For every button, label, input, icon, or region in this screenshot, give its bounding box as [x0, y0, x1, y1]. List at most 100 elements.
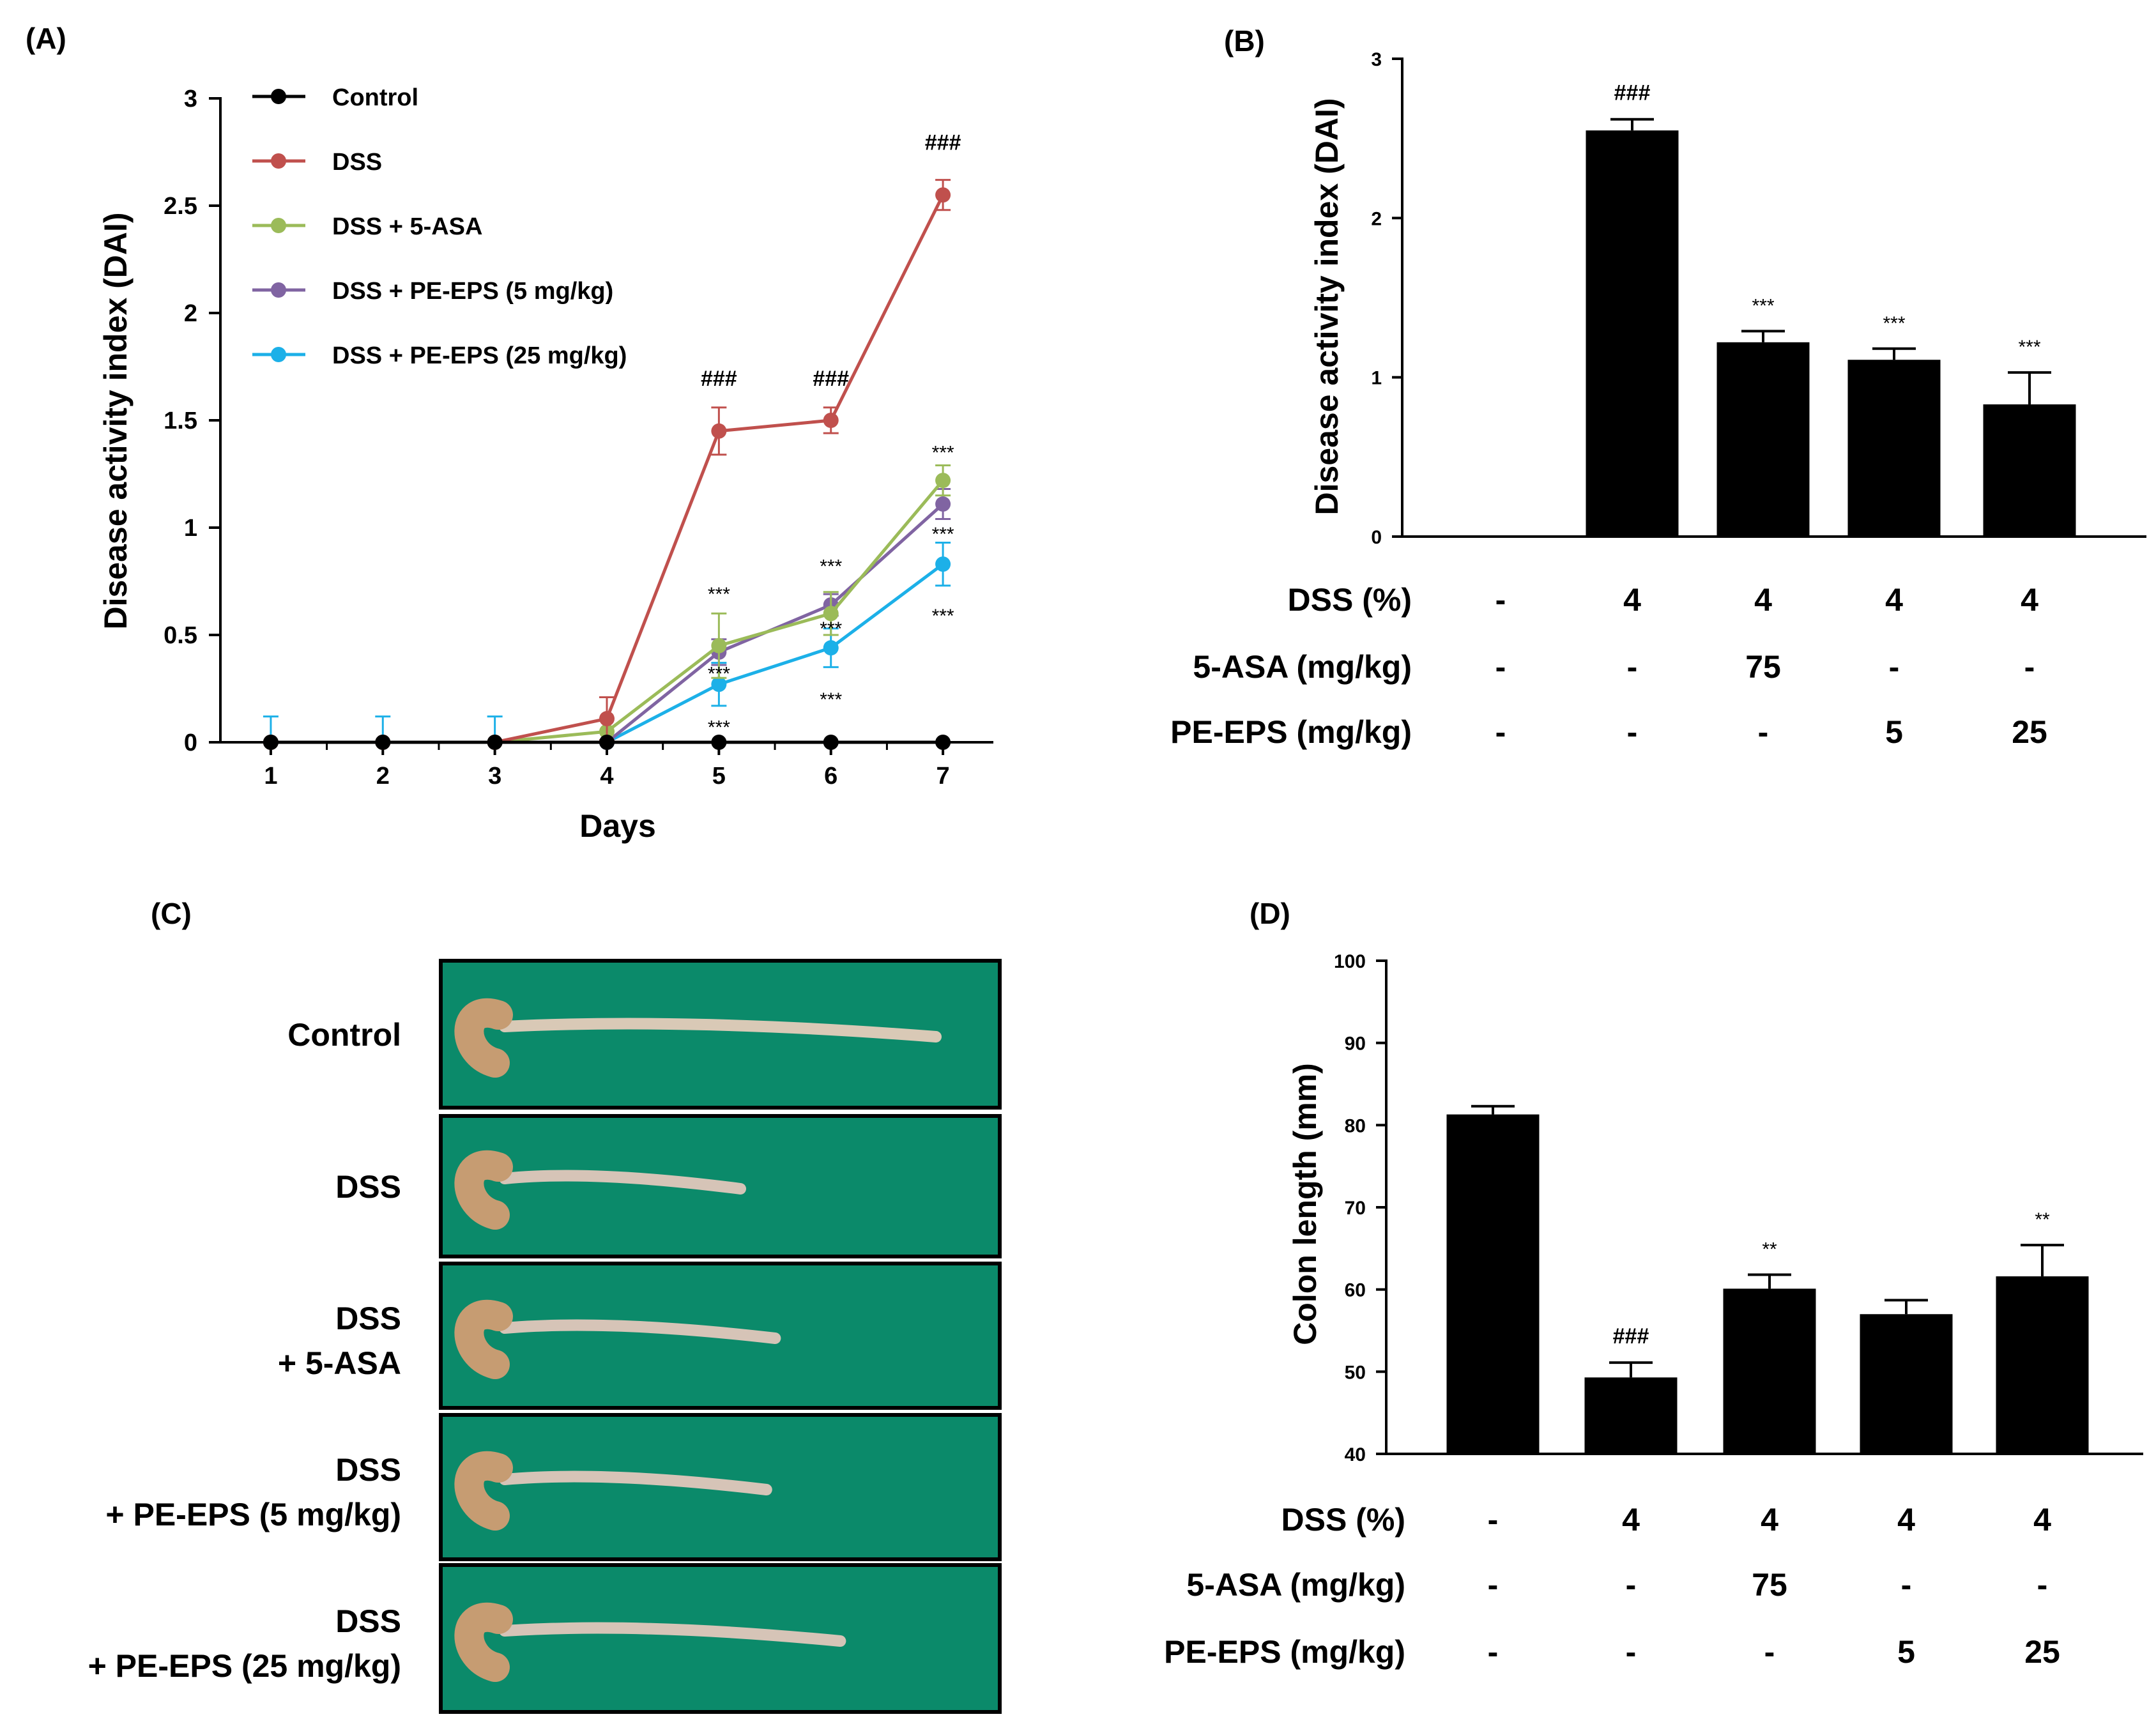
panel-a-series-0	[263, 735, 951, 750]
panel-a-data-point	[711, 735, 727, 750]
panel-b-bar	[1847, 360, 1941, 537]
panel-a-significance-star: ***	[820, 556, 842, 577]
panel-label-d: (D)	[1250, 897, 1290, 930]
legend-label: Control	[332, 84, 418, 111]
panel-b-bar	[1716, 342, 1810, 537]
photo-label: DSS	[335, 1603, 401, 1639]
panel-a-series-1	[263, 179, 951, 750]
colon-tissue	[499, 1470, 772, 1495]
panel-a-data-point	[935, 556, 951, 572]
panel-d-bar	[1860, 1314, 1953, 1454]
legend-label: DSS	[332, 149, 382, 176]
panel-d-bar	[1996, 1276, 2089, 1454]
colon-tissue	[499, 1018, 942, 1042]
panel-a-x-tick-label: 4	[600, 763, 613, 790]
legend-swatch-marker	[271, 89, 286, 104]
panel-b-table-cell: -	[1495, 582, 1506, 618]
panel-a-significance-hash: ###	[701, 367, 737, 391]
colon-photo: Control	[287, 959, 1002, 1110]
cecum	[454, 1602, 513, 1682]
panel-d-table-cell: -	[1626, 1634, 1637, 1670]
panel-a-significance-star: ***	[932, 606, 954, 627]
panel-a-significance-star: ***	[708, 664, 730, 685]
panel-d-significance: ###	[1613, 1324, 1649, 1348]
panel-b-y-tick-label: 0	[1371, 527, 1382, 548]
panel-d-table-cell: -	[1626, 1567, 1637, 1603]
panel-a-significance-star: ***	[820, 618, 842, 639]
panel-d-table-row-label: 5-ASA (mg/kg)	[1186, 1567, 1405, 1603]
colon-photo: DSS + PE-EPS (5 mg/kg)	[105, 1413, 1002, 1561]
panel-b-table-cell: -	[1889, 649, 1900, 685]
panel-a-data-point	[487, 735, 503, 750]
legend-swatch-marker	[271, 347, 286, 362]
colon-tissue	[499, 1170, 746, 1195]
panel-a-significance-hash: ###	[925, 131, 961, 155]
panel-d-y-tick-label: 70	[1345, 1198, 1366, 1219]
cecum	[454, 1299, 513, 1379]
panel-a-significance-star: ***	[708, 584, 730, 605]
panel-a-data-point	[935, 735, 951, 750]
panel-d-table-cell: 4	[1622, 1502, 1640, 1538]
panel-a-data-point	[823, 735, 839, 750]
panel-a-y-tick-label: 1	[184, 515, 197, 542]
panel-a-x-tick-label: 1	[264, 763, 277, 790]
panel-a-series-line	[270, 194, 945, 744]
panel-b-table-cell: -	[1495, 649, 1506, 685]
panel-d-table-cell: -	[1901, 1567, 1912, 1603]
panel-a-data-point	[711, 676, 727, 692]
panel-b-table-row-label: PE-EPS (mg/kg)	[1170, 714, 1412, 750]
panel-d-bar	[1446, 1114, 1540, 1454]
panel-d-y-tick-label: 80	[1345, 1115, 1366, 1136]
panel-a-data-point	[711, 638, 727, 653]
legend-swatch-marker	[271, 282, 286, 298]
photo-label: + PE-EPS (25 mg/kg)	[88, 1648, 401, 1684]
photo-label: + PE-EPS (5 mg/kg)	[105, 1497, 401, 1532]
panel-d-table-cell: 5	[1897, 1634, 1915, 1670]
panel-b-table-cell: -	[1495, 714, 1506, 750]
photo-label: DSS	[335, 1452, 401, 1488]
panel-d-table-cell: -	[1764, 1634, 1775, 1670]
panel-b-significance: ***	[2018, 337, 2040, 358]
panel-a-x-tick-label: 3	[488, 763, 501, 790]
panel-b-table-cell: 25	[2012, 714, 2047, 750]
panel-d-table-cell: -	[1488, 1502, 1499, 1538]
panel-a-y-tick-label: 2	[184, 300, 197, 327]
panel-d-y-tick-label: 100	[1334, 951, 1366, 972]
panel-a-data-point	[935, 496, 951, 512]
panel-d-significance: **	[2035, 1209, 2050, 1230]
colon-tissue	[499, 1622, 846, 1647]
panel-a-significance-star: ***	[932, 442, 954, 463]
panel-d-y-axis-title: Colon length (mm)	[1287, 1063, 1323, 1345]
photo-label: DSS	[335, 1301, 401, 1336]
panel-b-y-tick-label: 1	[1371, 368, 1382, 389]
panel-b-y-axis-title: Disease activity index (DAI)	[1309, 98, 1345, 515]
panel-d-table-cell: -	[2037, 1567, 2048, 1603]
photo-background	[439, 1563, 1002, 1714]
panel-a-data-point	[823, 640, 839, 656]
panel-b-table-cell: -	[2024, 649, 2035, 685]
panel-b-y-tick-label: 3	[1371, 49, 1382, 70]
panel-a-y-axis-title: Disease activity index (DAI)	[98, 212, 134, 629]
panel-a-data-point	[935, 187, 951, 203]
panel-d-table-cell: 75	[1752, 1567, 1787, 1603]
panel-b-table-cell: -	[1627, 714, 1638, 750]
panel-c-colon-photos: Control DSS DSS + 5-ASA DSS + PE-EPS (5 mg/kg…	[88, 959, 1002, 1714]
panel-d-significance: **	[1762, 1239, 1777, 1260]
panel-a-x-tick-label: 7	[937, 763, 950, 790]
panel-a-x-tick-label: 5	[712, 763, 726, 790]
panel-a-data-point	[935, 473, 951, 489]
panel-b-table-row-label: DSS (%)	[1288, 582, 1412, 618]
panel-d-bar	[1723, 1288, 1816, 1454]
panel-a-data-point	[823, 413, 839, 428]
panel-d-table-cell: 4	[2033, 1502, 2051, 1538]
panel-b-table-row-label: 5-ASA (mg/kg)	[1193, 649, 1412, 685]
panel-label-b: (B)	[1224, 24, 1265, 57]
legend-label: DSS + PE-EPS (5 mg/kg)	[332, 278, 613, 305]
panel-d-y-tick-label: 60	[1345, 1280, 1366, 1301]
panel-b-table-cell: 4	[2021, 582, 2038, 618]
panel-b-bar	[1983, 404, 2076, 537]
panel-d-table-row-label: DSS (%)	[1281, 1502, 1405, 1538]
legend-swatch-marker	[271, 153, 286, 169]
panel-a-x-tick-label: 2	[376, 763, 390, 790]
panel-b-table-cell: 4	[1885, 582, 1903, 618]
